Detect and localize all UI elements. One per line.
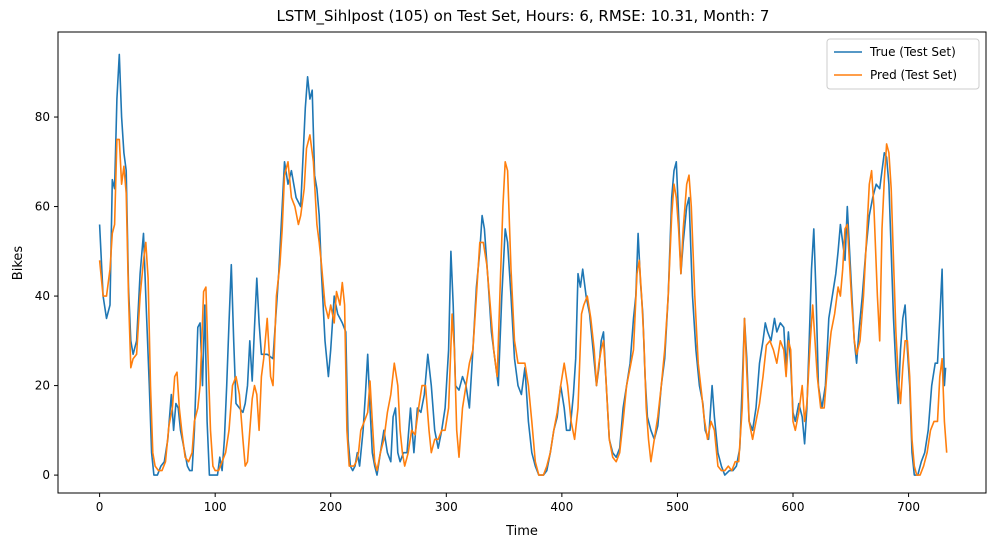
y-tick-label: 0 — [42, 468, 50, 482]
plot-frame — [57, 31, 987, 494]
chart-title: LSTM_Sihlpost (105) on Test Set, Hours: … — [277, 7, 770, 26]
y-axis: 0 20 40 60 80 — [35, 110, 58, 482]
x-tick-label: 200 — [319, 500, 342, 514]
legend-box — [826, 38, 980, 90]
series-line-1 — [98, 134, 948, 476]
y-tick-label: 20 — [35, 379, 50, 393]
x-axis-label: Time — [505, 524, 538, 539]
y-tick-label: 80 — [35, 110, 50, 124]
y-axis-label: Bikes — [11, 246, 26, 281]
x-tick-label: 400 — [550, 500, 573, 514]
x-tick-label: 0 — [96, 500, 104, 514]
x-tick-label: 500 — [666, 500, 689, 514]
x-axis: 0 100 200 300 400 500 600 700 — [96, 493, 920, 514]
plot-area — [98, 53, 948, 476]
x-tick-label: 600 — [782, 500, 805, 514]
series-line-0 — [98, 53, 947, 476]
y-tick-label: 60 — [35, 200, 50, 214]
y-tick-label: 40 — [35, 289, 50, 303]
legend-label-0: True (Test Set) — [869, 45, 956, 59]
x-tick-label: 300 — [435, 500, 458, 514]
x-tick-label: 700 — [897, 500, 920, 514]
legend-label-1: Pred (Test Set) — [870, 68, 957, 82]
x-tick-label: 100 — [204, 500, 227, 514]
legend: True (Test Set) Pred (Test Set) — [826, 38, 980, 90]
